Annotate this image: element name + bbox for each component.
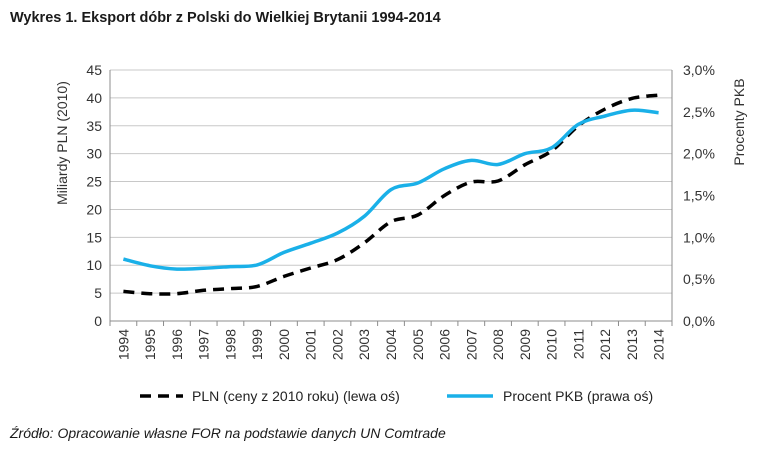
- x-tick-label: 2005: [410, 329, 426, 360]
- line-chart: 0 5 10 15 20 25 30 35 40 45 0,0% 0,5% 1,0% 1,5% 2,0% 2…: [54, 62, 747, 404]
- series-line-percent-gdp: [122, 108, 659, 271]
- right-tick-label: 1,5%: [683, 188, 715, 204]
- right-tick-label: 3,0%: [683, 62, 715, 78]
- x-tick-label: 2013: [624, 329, 640, 360]
- x-tick-label: 2009: [517, 329, 533, 360]
- x-tick-label: 2007: [463, 329, 479, 360]
- left-axis-title: Miliardy PLN (2010): [54, 81, 70, 205]
- x-tick-label: 2001: [303, 329, 319, 360]
- series-layer: [122, 93, 659, 296]
- left-axis-ticks: 0 5 10 15 20 25 30 35 40 45: [86, 62, 102, 329]
- right-tick-label: 0,0%: [683, 313, 715, 329]
- x-tick-label: 1994: [115, 329, 131, 360]
- x-tick-label: 2006: [437, 329, 453, 360]
- x-tick-label: 2014: [651, 329, 667, 360]
- x-tick-label: 2002: [329, 329, 345, 360]
- left-tick-label: 5: [94, 285, 102, 301]
- right-axis-ticks: 0,0% 0,5% 1,0% 1,5% 2,0% 2,5% 3,0%: [683, 62, 715, 329]
- left-tick-label: 25: [86, 174, 102, 190]
- x-tick-label: 2003: [356, 329, 372, 360]
- x-tick-label: 2011: [570, 329, 586, 359]
- x-tick-label: 2010: [544, 329, 560, 360]
- right-axis-title: Procenty PKB: [731, 78, 747, 165]
- left-tick-label: 15: [86, 229, 102, 245]
- x-tick-label: 1995: [142, 329, 158, 360]
- left-tick-label: 35: [86, 118, 102, 134]
- gridlines: [109, 69, 673, 322]
- left-tick-label: 45: [86, 62, 102, 78]
- left-tick-label: 10: [86, 257, 102, 273]
- right-tick-label: 1,0%: [683, 229, 715, 245]
- left-tick-label: 20: [86, 201, 102, 217]
- x-tick-label: 2012: [597, 329, 613, 360]
- x-tick-label: 2000: [276, 329, 292, 360]
- legend-label: Procent PKB (prawa oś): [503, 388, 653, 404]
- legend-label: PLN (ceny z 2010 roku) (lewa oś): [192, 388, 400, 404]
- left-tick-label: 30: [86, 146, 102, 162]
- x-axis-ticks: 1994 1995 1996 1997 1998 1999 2000 2001 2002 2003…: [109, 321, 673, 360]
- x-tick-label: 1999: [249, 329, 265, 360]
- right-tick-label: 2,5%: [683, 104, 715, 120]
- x-tick-label: 1998: [222, 329, 238, 360]
- left-tick-label: 40: [86, 90, 102, 106]
- legend: PLN (ceny z 2010 roku) (lewa oś) Procent …: [140, 388, 653, 404]
- right-tick-label: 2,0%: [683, 146, 715, 162]
- chart-title: Wykres 1. Eksport dóbr z Polski do Wielk…: [10, 10, 441, 26]
- left-tick-label: 0: [94, 313, 102, 329]
- x-tick-label: 1997: [196, 329, 212, 360]
- right-tick-label: 0,5%: [683, 271, 715, 287]
- x-tick-label: 2008: [490, 329, 506, 360]
- x-tick-label: 2004: [383, 329, 399, 360]
- source-note: Źródło: Opracowanie własne FOR na podsta…: [10, 425, 446, 441]
- x-tick-label: 1996: [169, 329, 185, 360]
